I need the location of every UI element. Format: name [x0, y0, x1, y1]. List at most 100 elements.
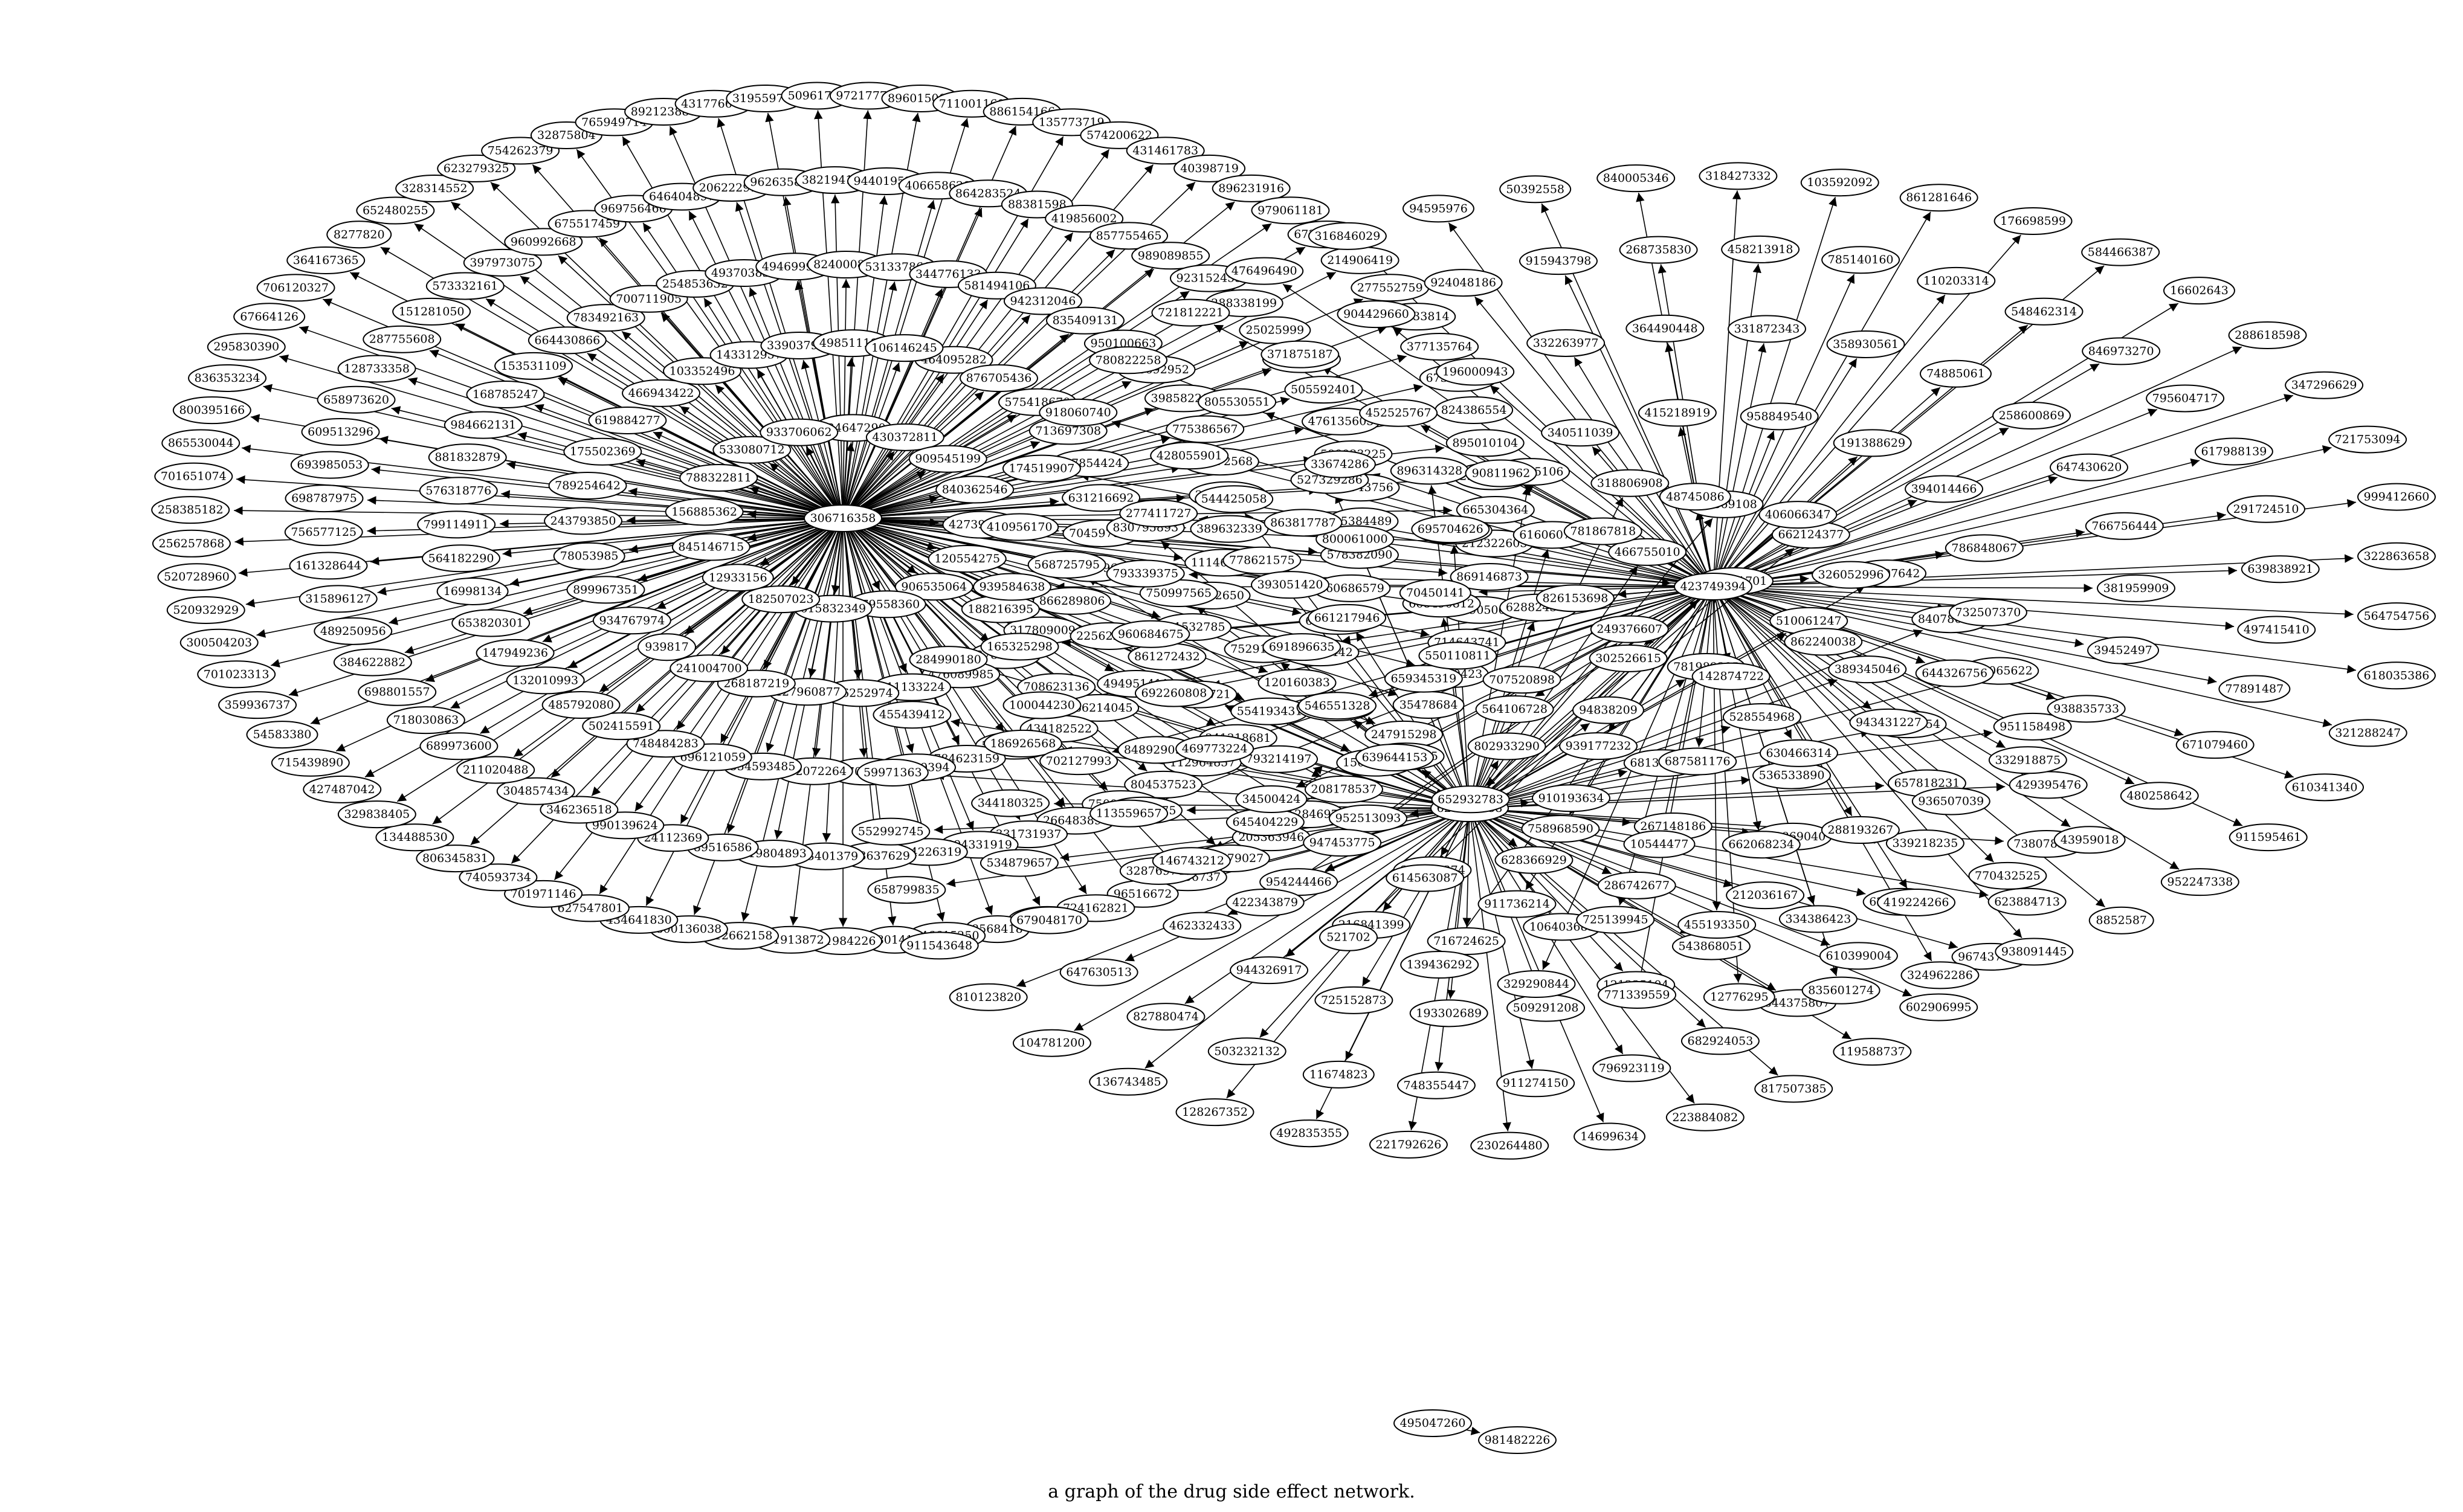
graph-node: 725152873 — [1314, 986, 1393, 1014]
node-ellipse — [1402, 195, 1474, 223]
node-label: 943431227 — [1856, 716, 1922, 729]
node-ellipse — [1003, 287, 1082, 315]
node-ellipse — [679, 463, 758, 492]
node-ellipse — [506, 666, 585, 695]
node-label: 981482226 — [1485, 1433, 1551, 1447]
graph-node: 67664126 — [233, 303, 306, 331]
node-label: 230264480 — [1477, 1139, 1543, 1153]
graph-node: 942312046 — [1003, 287, 1082, 315]
graph-node: 214906419 — [1320, 246, 1399, 274]
node-label: 700711905 — [616, 292, 682, 306]
node-ellipse — [1355, 743, 1434, 771]
node-label: 979061181 — [1257, 204, 1323, 217]
node-label: 78053985 — [560, 550, 619, 563]
graph-node: 984662131 — [444, 411, 523, 439]
node-label: 716724625 — [1433, 935, 1499, 948]
graph-node: 455193350 — [1677, 910, 1757, 939]
node-ellipse — [1784, 628, 1863, 656]
graph-node: 701651074 — [154, 462, 233, 491]
graph-node: 863817787 — [1264, 509, 1343, 537]
graph-node: 758968590 — [1521, 815, 1600, 843]
graph-node: 934767974 — [592, 606, 671, 635]
edge — [621, 330, 844, 519]
graph-node: 469773224 — [1175, 735, 1254, 763]
node-ellipse — [1175, 1098, 1254, 1127]
node-label: 175502369 — [570, 445, 636, 458]
graph-node: 866289806 — [1033, 587, 1112, 615]
node-label: 287755608 — [369, 333, 435, 346]
node-ellipse — [2357, 542, 2436, 570]
graph-node: 39452497 — [2087, 636, 2160, 664]
edge — [1712, 586, 2354, 619]
graph-node: 610399004 — [1819, 942, 1898, 970]
node-ellipse — [553, 542, 625, 570]
graph-node: 70450141 — [1399, 579, 1471, 607]
node-label: 326052996 — [1818, 568, 1884, 582]
graph-node: 785140160 — [1821, 246, 1900, 274]
node-ellipse — [1758, 501, 1838, 529]
graph-node: 393051420 — [1251, 571, 1330, 599]
node-ellipse — [760, 418, 839, 446]
node-label: 896231916 — [1218, 182, 1284, 195]
node-ellipse — [358, 678, 437, 706]
node-label: 188216395 — [967, 603, 1033, 616]
node-label: 520932929 — [173, 603, 239, 617]
node-ellipse — [290, 451, 369, 479]
node-label: 389632339 — [1196, 523, 1262, 536]
node-label: 110203314 — [1923, 274, 1989, 288]
node-label: 364490448 — [1632, 322, 1698, 335]
graph-node: 534879657 — [980, 849, 1059, 877]
node-label: 942312046 — [1010, 295, 1076, 308]
graph-node: 260686579 — [1312, 574, 1391, 602]
graph-node: 862240038 — [1784, 628, 1863, 656]
graph-node: 466943422 — [622, 379, 701, 407]
graph-node: 691896635 — [1262, 633, 1341, 661]
node-label: 939584638 — [980, 581, 1045, 594]
node-ellipse — [1134, 679, 1213, 707]
node-label: 134488530 — [382, 831, 448, 844]
node-label: 533080712 — [719, 443, 785, 457]
node-label: 100044230 — [1009, 698, 1075, 712]
node-label: 918060740 — [1045, 406, 1111, 419]
node-label: 221792626 — [1376, 1138, 1442, 1151]
node-ellipse — [1945, 534, 2024, 562]
graph-node: 90811962 — [1465, 459, 1537, 487]
node-ellipse — [900, 931, 979, 960]
edge — [1144, 808, 1470, 1069]
node-label: 610399004 — [1826, 949, 1892, 962]
node-ellipse — [1264, 509, 1343, 537]
graph-node: 284990180 — [909, 646, 988, 674]
node-label: 664430866 — [534, 333, 600, 347]
node-label: 94595976 — [1409, 202, 1468, 215]
edge — [558, 255, 844, 519]
node-ellipse — [2120, 782, 2199, 810]
node-label: 534879657 — [987, 857, 1053, 870]
node-label: 243793850 — [550, 514, 616, 527]
edge — [1712, 584, 2093, 593]
graph-node: 25025999 — [1239, 316, 1311, 344]
node-ellipse — [1304, 775, 1383, 803]
graph-node: 241004700 — [670, 654, 749, 683]
node-label: 43959018 — [2061, 833, 2119, 846]
edge — [1592, 446, 1714, 587]
node-label: 647630513 — [1066, 966, 1132, 979]
node-label: 277411727 — [1126, 507, 1192, 520]
node-label: 796923119 — [1599, 1061, 1665, 1075]
node-label: 846973270 — [2088, 344, 2154, 358]
node-label: 286742677 — [1604, 879, 1670, 892]
node-label: 322863658 — [2364, 550, 2430, 563]
node-label: 721753094 — [2335, 433, 2401, 446]
node-ellipse — [1596, 164, 1676, 193]
node-label: 485792080 — [548, 698, 614, 712]
node-label: 119588737 — [1839, 1045, 1905, 1058]
node-label: 212036167 — [1732, 889, 1798, 902]
node-ellipse — [626, 730, 705, 758]
node-label: 503232132 — [1214, 1044, 1280, 1058]
graph-node: 431461783 — [1126, 137, 1205, 165]
graph-node: 687581176 — [1658, 747, 1737, 776]
node-ellipse — [1721, 235, 1800, 263]
edge — [842, 356, 1103, 519]
node-ellipse — [1303, 829, 1382, 857]
node-ellipse — [207, 333, 286, 361]
graph-node: 331872343 — [1727, 315, 1806, 343]
